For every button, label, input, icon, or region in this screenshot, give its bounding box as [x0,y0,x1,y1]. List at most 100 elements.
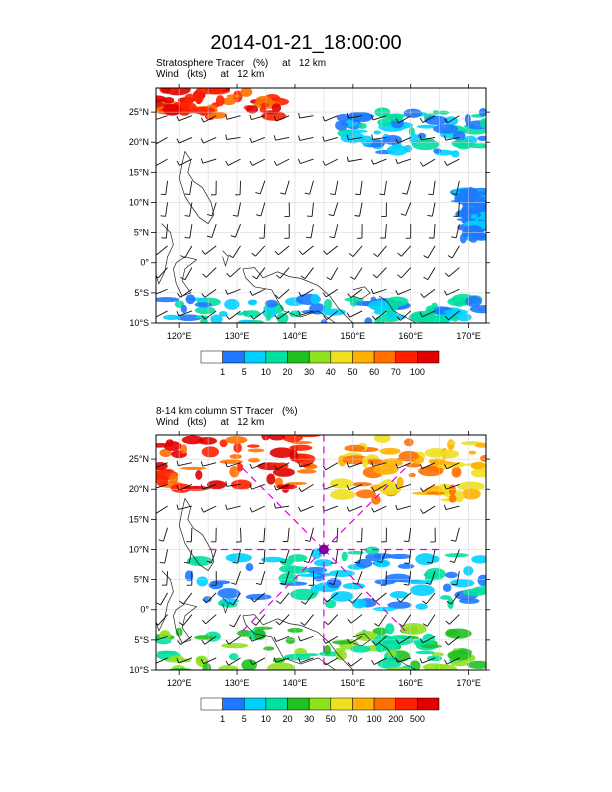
wind-barb-flag [249,507,253,513]
tracer-blob [424,575,437,582]
tracer-blob [358,123,367,129]
wind-barb-flag [346,134,349,140]
wind-barb [400,592,412,603]
wind-barb [252,158,266,166]
tracer-blob [219,439,228,448]
panel-top-title-line2: Wind (kts) at 12 km [156,69,265,80]
x-tick-label: 170°E [456,678,481,688]
tracer-blob [211,88,226,92]
wind-barb-flag [176,658,180,664]
wind-barb-flag [178,622,184,626]
wind-barb [228,635,241,645]
tracer-blob [445,628,472,639]
wind-barb-flag [420,293,425,298]
wind-barb-flag [280,582,286,586]
wind-barb-flag [176,115,180,121]
wind-barb-flag [328,582,334,586]
wind-barb [408,527,412,542]
wind-barb [374,484,387,492]
colorbar-box [287,697,310,711]
tracer-blob [471,555,486,564]
wind-barb-flag [251,252,256,257]
wind-barb [301,288,314,297]
wind-barb-flag [201,315,206,320]
wind-barb [204,310,217,320]
wind-barb [226,136,241,140]
wind-barb-flag [251,621,257,626]
tracer-blob [365,546,380,555]
tracer-blob [387,553,412,560]
tracer-blob [206,480,227,490]
tracer-blob [182,485,211,491]
colorbar-box [200,697,223,711]
tracer-blob [245,593,272,600]
wind-barb [422,635,436,644]
wind-barb [237,202,241,217]
wind-barb-flag [229,624,235,628]
wind-barb [276,483,290,491]
tracer-blob [230,479,252,490]
colorbar-label: 10 [261,714,271,724]
tracer-blob [379,447,401,455]
wind-barb [228,657,241,666]
wind-barb [203,115,217,123]
wind-barb-flag [201,250,206,255]
wind-barb [397,288,411,296]
wind-barb-flag [300,601,306,605]
tracer-blob [415,553,436,566]
tracer-blob [192,557,199,565]
wind-barb [334,180,339,195]
tracer-blob [170,483,192,493]
wind-barb [422,484,436,493]
tracer-blob [271,103,282,113]
wind-barb-flag [276,600,281,605]
tracer-blob [161,88,172,93]
x-tick-label: 170°E [456,331,481,341]
colorbar-box [330,350,353,364]
wind-barb [373,158,387,165]
tracer-blob [272,467,296,477]
wind-barb-flag [225,114,228,120]
wind-barb [276,115,290,122]
tracer-blob [456,217,476,222]
wind-barb [431,202,436,217]
tracer-blob [283,653,311,661]
wind-barb [202,158,217,164]
wind-barb [383,180,387,195]
wind-barb [304,267,314,279]
wind-barb-flag [329,236,335,239]
wind-barb-flag [298,113,301,119]
wind-barb [300,657,314,663]
tracer-blob [355,489,377,499]
tracer-blob [470,461,486,470]
wind-barb-flag [275,621,280,626]
wind-barb-flag [352,582,358,585]
tracer-blob [374,553,393,559]
wind-barb [276,462,290,470]
wind-barb [385,571,387,586]
tracer-blob [409,133,419,145]
tracer-blob [323,298,333,310]
tracer-blob [460,209,478,215]
tracer-blob [169,472,179,485]
tracer-blob [202,662,212,670]
wind-barb-flag [371,461,374,467]
wind-barb [252,505,266,513]
panel-bottom-title-line1: 8-14 km column ST Tracer (%) [156,406,298,417]
tracer-blob [386,666,411,670]
wind-barb [255,245,266,257]
wind-barb [450,592,460,605]
wind-barb-flag [326,277,332,281]
colorbar-label: 30 [304,714,314,724]
wind-barb [156,310,168,318]
wind-barb-flag [304,192,310,195]
tracer-blob [403,108,423,119]
wind-barb [279,592,290,604]
tracer-blob [385,310,394,316]
wind-barb [204,635,217,645]
tracer-blob [280,558,294,566]
tracer-blob [195,470,203,480]
tracer-blob [411,139,440,151]
colorbar-label: 50 [326,714,336,724]
wind-barb [422,158,436,167]
